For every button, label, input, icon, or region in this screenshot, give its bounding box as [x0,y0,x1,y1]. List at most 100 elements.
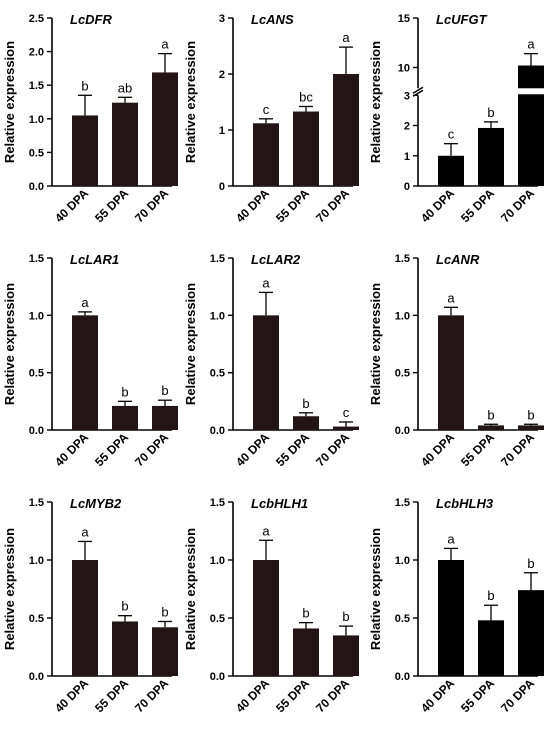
bar [438,560,464,676]
significance-letter: a [262,275,270,290]
significance-letter: b [527,556,534,571]
significance-letter: bc [299,89,313,104]
bar [293,111,319,186]
bar [333,635,359,676]
bar [333,426,359,430]
x-tick-label: 40 DPA [418,430,457,469]
y-tick-label: 0.5 [210,368,225,380]
x-tick-label: 55 DPA [273,430,312,469]
x-tick-label: 55 DPA [92,430,131,469]
y-tick-label: 1.0 [395,555,410,567]
y-tick-label: 1 [404,151,410,163]
panel-title: LcLAR1 [70,252,119,267]
y-tick-label: 0.0 [29,425,44,437]
y-tick-label: 0.0 [210,671,225,683]
bar [253,560,279,676]
y-tick-label: 0.0 [29,671,44,683]
y-tick-label: 2 [404,121,410,133]
x-tick-label: 70 DPA [132,430,171,469]
bar [152,405,178,430]
y-tick-label: 0 [404,181,410,193]
y-axis-title: Relative expression [368,283,383,405]
y-tick-label: 2 [219,69,225,81]
y-tick-label: 0.5 [29,613,44,625]
y-axis-title: Relative expression [2,41,17,163]
bar [72,315,98,430]
y-tick-label: 1.5 [210,497,225,509]
bar [152,627,178,676]
x-tick-label: 55 DPA [458,430,497,469]
panel-LcbHLH1: 0.0 0.5 1.0 1.5 Relative expression LcbHLH1 a 4… [183,496,359,715]
panel-LcMYB2: 0.0 0.5 1.0 1.5 Relative expression LcMYB2 a 40… [2,496,178,715]
significance-letter: b [161,383,168,398]
y-axis-title: Relative expression [183,41,198,163]
bar [478,127,504,186]
bar [253,315,279,430]
x-tick-label: 55 DPA [273,186,312,225]
significance-letter: a [527,37,535,52]
significance-letter: a [447,290,455,305]
x-tick-label: 40 DPA [418,186,457,225]
bar [518,425,544,430]
y-tick-label: 3 [219,13,225,25]
significance-letter: b [487,407,494,422]
significance-letter: a [81,295,89,310]
x-tick-label: 70 DPA [132,676,171,715]
bar [112,405,138,430]
y-tick-label: 10 [398,62,410,74]
y-tick-label: 0.5 [29,368,44,380]
y-tick-label: 1.5 [210,253,225,265]
bar [438,315,464,430]
significance-letter: ab [118,80,132,95]
bar [293,628,319,676]
panel-title: LcUFGT [436,12,488,27]
bar [112,102,138,186]
bar [478,620,504,676]
bar [72,560,98,676]
significance-letter: b [161,604,168,619]
significance-letter: a [81,524,89,539]
y-tick-label: 1.5 [29,497,44,509]
significance-letter: b [487,588,494,603]
x-tick-label: 70 DPA [498,186,537,225]
panel-LcUFGT: 0 1 2 3 10 15 Relative expression LcUFGT c 40 DPA… [368,12,545,225]
panel-title: LcDFR [70,12,113,27]
significance-letter: b [302,606,309,621]
significance-letter: a [447,531,455,546]
bar [72,115,98,186]
y-tick-label: 3 [404,90,410,102]
bar-break-gap [517,88,545,95]
x-tick-label: 55 DPA [92,676,131,715]
panel-LcANS: 0 1 2 3 Relative expression LcANS c 40 DPA bc 55 … [183,12,359,225]
x-tick-label: 40 DPA [418,676,457,715]
panel-title: LcMYB2 [70,496,122,511]
x-tick-label: 40 DPA [233,676,272,715]
y-tick-label: 0.0 [395,671,410,683]
significance-letter: a [161,37,169,52]
bar [112,621,138,676]
significance-letter: c [263,102,270,117]
x-tick-label: 70 DPA [498,676,537,715]
panel-title: LcANS [251,12,294,27]
x-tick-label: 70 DPA [313,186,352,225]
x-tick-label: 40 DPA [233,186,272,225]
significance-letter: c [343,405,350,420]
y-tick-label: 0.0 [395,425,410,437]
y-tick-label: 1.0 [29,310,44,322]
panel-title: LcLAR2 [251,252,301,267]
panel-title: LcANR [436,252,480,267]
y-axis-title: Relative expression [2,283,17,405]
significance-letter: b [302,396,309,411]
significance-letter: a [342,30,350,45]
y-axis-title: Relative expression [183,528,198,650]
panel-LcLAR1: 0.0 0.5 1.0 1.5 Relative expression LcLAR1 a 40… [2,252,178,469]
y-tick-label: 1.5 [29,253,44,265]
significance-letter: b [342,609,349,624]
significance-letter: b [527,407,534,422]
axis-break-mark [412,86,424,94]
significance-letter: a [262,523,270,538]
x-tick-label: 70 DPA [313,430,352,469]
y-tick-label: 0.5 [395,368,410,380]
y-tick-label: 1.5 [29,80,44,92]
